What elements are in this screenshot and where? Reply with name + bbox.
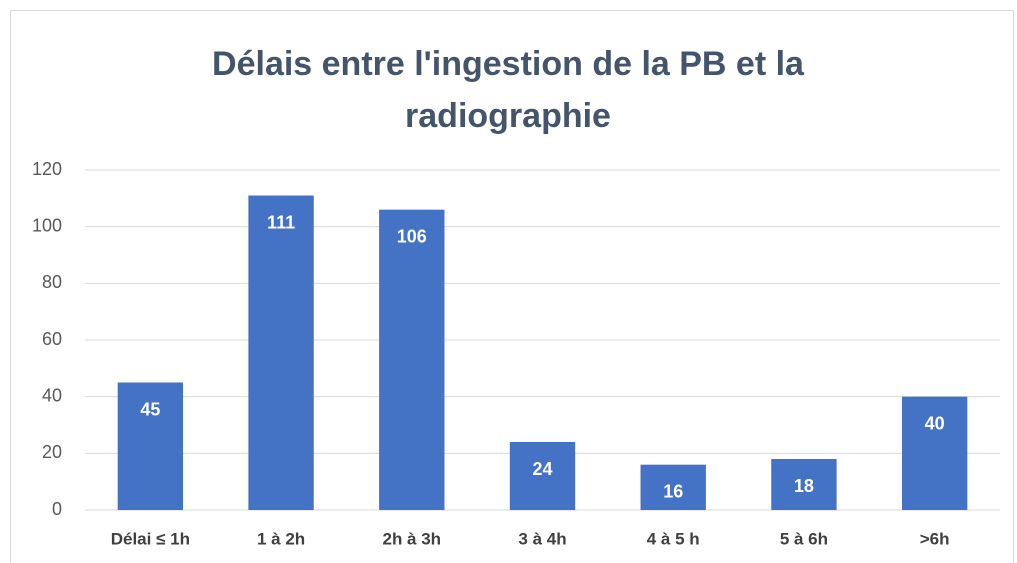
- value-label: 18: [794, 476, 814, 496]
- bar: [771, 459, 837, 510]
- y-tick-label: 40: [42, 385, 62, 405]
- value-label: 111: [267, 212, 295, 232]
- x-tick-label: 4 à 5 h: [647, 529, 700, 548]
- x-tick-label: 1 à 2h: [257, 529, 305, 548]
- value-label: 16: [663, 481, 683, 501]
- x-tick-label: 3 à 4h: [518, 529, 566, 548]
- y-tick-label: 20: [42, 442, 62, 462]
- y-tick-label: 0: [52, 499, 62, 519]
- x-tick-label: >6h: [920, 529, 950, 548]
- bar: [901, 396, 968, 510]
- value-label: 106: [397, 226, 427, 246]
- bar: [379, 209, 445, 510]
- value-label: 24: [532, 459, 552, 479]
- chart-frame: [10, 10, 1014, 563]
- x-tick-label: Délai ≤ 1h: [111, 529, 190, 548]
- y-tick-label: 60: [42, 329, 62, 349]
- chart-title: Délais entre l'ingestion de la PB et la …: [212, 45, 804, 135]
- y-tick-label: 100: [32, 215, 62, 235]
- bar: [117, 382, 184, 510]
- bar: [509, 442, 576, 510]
- value-label: 40: [925, 413, 945, 433]
- y-tick-label: 120: [32, 159, 62, 179]
- x-tick-label: 2h à 3h: [382, 529, 441, 548]
- bar: [640, 464, 706, 510]
- value-label: 45: [140, 399, 160, 419]
- y-tick-label: 80: [42, 272, 62, 292]
- x-tick-label: 5 à 6h: [780, 529, 828, 548]
- bar: [248, 195, 314, 510]
